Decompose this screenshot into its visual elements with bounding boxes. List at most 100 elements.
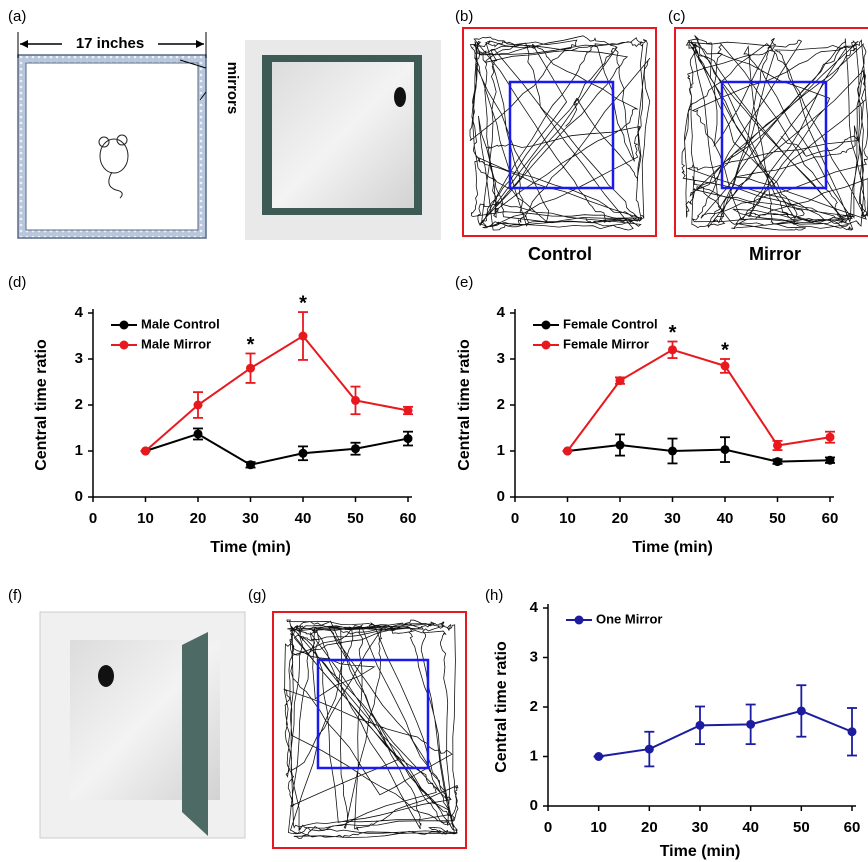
panel-label: (a) — [8, 8, 26, 25]
point — [246, 460, 255, 470]
center-zone — [508, 80, 615, 190]
trajectory-path — [469, 35, 651, 231]
series-line — [145, 432, 409, 466]
panel-label: (b) — [455, 8, 473, 25]
y-tick-label: 0 — [497, 488, 505, 505]
y-tick-label: 1 — [497, 442, 505, 459]
point — [720, 361, 730, 371]
point — [141, 446, 150, 456]
significance-marker: * — [721, 339, 729, 361]
y-tick-label: 0 — [530, 797, 538, 814]
x-tick-label: 30 — [692, 819, 709, 836]
y-tick-label: 4 — [530, 599, 539, 616]
x-tick-label: 20 — [612, 510, 629, 527]
x-tick-label: 50 — [793, 819, 810, 836]
y-tick-label: 4 — [75, 304, 84, 321]
x-tick-label: 30 — [664, 510, 681, 527]
x-tick-label: 0 — [89, 510, 97, 527]
series-line — [144, 334, 409, 452]
legend-label: One Mirror — [596, 611, 662, 626]
legend-marker — [574, 615, 584, 625]
panel-label: (e) — [455, 274, 473, 291]
point — [720, 445, 730, 455]
x-tick-label: 20 — [641, 819, 658, 836]
point — [847, 727, 857, 737]
point — [193, 429, 203, 439]
x-axis-label: Time (min) — [660, 843, 741, 860]
point — [563, 446, 572, 456]
y-axis-label: Central time ratio — [456, 339, 473, 471]
panel-label: (h) — [485, 587, 503, 604]
significance-marker: * — [247, 334, 255, 356]
x-tick-label: 40 — [717, 510, 734, 527]
legend-label: Female Mirror — [563, 336, 649, 351]
point — [773, 440, 782, 450]
point — [246, 363, 255, 373]
significance-marker: * — [669, 322, 677, 344]
x-tick-label: 50 — [347, 510, 364, 527]
significance-marker: * — [299, 292, 307, 314]
legend-marker — [119, 320, 129, 330]
point — [298, 448, 308, 458]
x-tick-label: 10 — [590, 819, 607, 836]
legend-marker — [541, 320, 551, 330]
point — [695, 720, 705, 730]
x-tick-label: 50 — [769, 510, 786, 527]
arena-photo — [39, 611, 246, 839]
pointer — [179, 59, 207, 69]
x-tick-label: 10 — [137, 510, 154, 527]
panel-label: (d) — [8, 274, 26, 291]
point — [668, 446, 677, 456]
y-tick-label: 3 — [530, 648, 538, 665]
point — [193, 400, 203, 410]
point — [594, 752, 604, 761]
panel-label: (g) — [248, 587, 266, 604]
caption: Control — [528, 244, 592, 264]
legend-marker — [541, 340, 551, 350]
caption: Mirror — [749, 244, 801, 264]
point — [825, 432, 835, 442]
y-tick-label: 3 — [497, 350, 505, 367]
point — [351, 395, 360, 405]
point — [746, 719, 756, 729]
trajectory — [681, 35, 868, 231]
point — [668, 345, 677, 355]
mouse-sketch — [98, 134, 129, 199]
point — [403, 406, 413, 416]
pointer — [199, 91, 207, 101]
trajectory-path — [681, 35, 868, 231]
panel-label: (c) — [668, 8, 686, 25]
x-axis-label: Time (min) — [210, 539, 291, 556]
track-frame — [462, 27, 657, 237]
y-tick-label: 2 — [497, 396, 505, 413]
y-tick-label: 2 — [530, 698, 538, 715]
legend-marker — [119, 340, 129, 350]
point — [615, 376, 625, 386]
trajectory — [469, 35, 651, 231]
point — [644, 744, 654, 754]
legend-label: Female Control — [563, 316, 658, 331]
legend-label: Male Control — [141, 316, 220, 331]
x-tick-label: 0 — [544, 819, 552, 836]
series-line — [566, 348, 831, 452]
x-tick-label: 40 — [742, 819, 759, 836]
center-zone — [316, 658, 430, 770]
legend-label: Male Mirror — [141, 336, 211, 351]
series-line — [598, 709, 853, 758]
panel-label: (f) — [8, 587, 22, 604]
x-tick-label: 10 — [559, 510, 576, 527]
dimension-label: 17 inches — [76, 35, 144, 52]
x-tick-label: 30 — [242, 510, 259, 527]
center-zone — [720, 80, 828, 190]
y-tick-label: 4 — [497, 304, 506, 321]
y-axis-label: Central time ratio — [493, 641, 510, 773]
x-tick-label: 0 — [511, 510, 519, 527]
y-tick-label: 1 — [530, 747, 538, 764]
series-line — [567, 444, 831, 463]
x-tick-label: 60 — [822, 510, 839, 527]
trajectory — [283, 619, 459, 839]
trajectory-path — [283, 619, 459, 839]
